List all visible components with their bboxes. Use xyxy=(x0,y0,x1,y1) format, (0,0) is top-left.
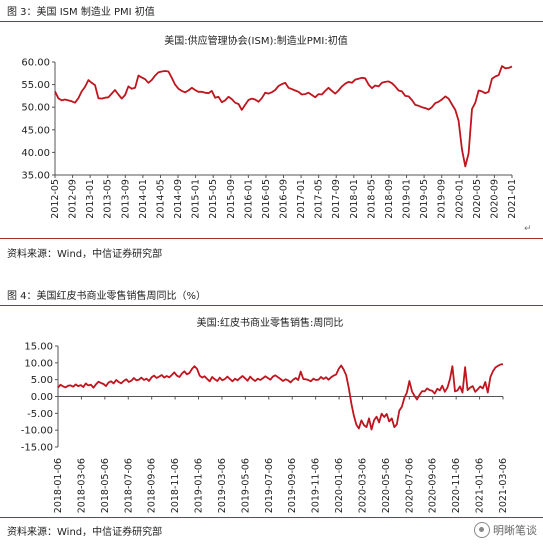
pmi-x-tick-label: 2014-01 xyxy=(138,179,149,219)
figure4-top-rule xyxy=(0,305,543,306)
pmi-x-tick-label: 2014-09 xyxy=(173,179,184,219)
pmi-x-tick-label: 2016-01 xyxy=(243,179,254,219)
pmi-y-tick-label: 45.00 xyxy=(21,125,50,136)
pmi-x-tick-label: 2017-01 xyxy=(296,179,307,219)
redbook-y-tick-label: -15.00 xyxy=(21,443,53,454)
pmi-y-tick-label: 55.00 xyxy=(21,80,50,91)
pmi-x-tick-label: 2015-05 xyxy=(208,179,219,219)
figure4-source: 资料来源：Wind，中信证券研究部 xyxy=(7,527,163,538)
pmi-x-tick-label: 2019-09 xyxy=(437,179,448,219)
pmi-x-tick-label: 2020-01 xyxy=(454,179,465,219)
pmi-y-tick-label: 40.00 xyxy=(21,148,50,159)
figure3-caption: 图 3：美国 ISM 制造业 PMI 初值 xyxy=(7,7,155,18)
redbook-x-tick-label: 2021-03-06 xyxy=(498,458,509,513)
redbook-x-tick-label: 2018-09-06 xyxy=(147,458,158,513)
redbook-x-tick-label: 2018-11-06 xyxy=(170,458,181,513)
redbook-chart-title: 美国:红皮书商业零售销售:周同比 xyxy=(197,316,344,329)
figure4-caption: 图 4：美国红皮书商业零售销售周同比（%） xyxy=(7,291,207,302)
figure3-bottom-rule xyxy=(0,238,543,239)
redbook-x-tick-label: 2019-03-06 xyxy=(217,458,228,513)
wechat-logo-icon xyxy=(474,522,490,538)
pmi-x-tick-label: 2015-09 xyxy=(226,179,237,219)
watermark-text: 明晰笔谈 xyxy=(493,524,537,537)
redbook-x-tick-label: 2018-07-06 xyxy=(123,458,134,513)
pmi-x-tick-label: 2013-05 xyxy=(103,179,114,219)
redbook-series-line xyxy=(57,363,504,431)
pmi-x-tick-label: 2018-09 xyxy=(384,179,395,219)
redbook-x-tick-label: 2018-05-06 xyxy=(100,458,111,513)
pmi-y-tick-label: 60.00 xyxy=(21,58,50,69)
redbook-x-tick-label: 2020-01-06 xyxy=(334,458,345,513)
figure3-source: 资料来源：Wind，中信证券研究部 xyxy=(7,249,163,260)
return-arrow-mark: ↵ xyxy=(524,224,532,234)
redbook-x-tick-label: 2019-07-06 xyxy=(264,458,275,513)
pmi-chart: 美国:供应管理协会(ISM):制造业PMI:初值 60.00 55.00 50.00… xyxy=(21,34,518,219)
redbook-y-tick-label: 10.00 xyxy=(24,358,53,369)
redbook-x-tick-label: 2019-09-06 xyxy=(287,458,298,513)
pmi-x-tick-label: 2020-05 xyxy=(472,179,483,219)
pmi-x-tick-label: 2016-09 xyxy=(279,179,290,219)
redbook-y-tick-label: 5.00 xyxy=(31,375,53,386)
pmi-x-tick-label: 2019-01 xyxy=(402,179,413,219)
redbook-chart: 美国:红皮书商业零售销售:周同比 15.00 10.00 5.00 0.00 -5.00… xyxy=(21,316,509,513)
figure3-top-rule xyxy=(0,21,543,22)
redbook-x-tick-label: 2021-01-06 xyxy=(475,458,486,513)
pmi-x-tick-label: 2013-09 xyxy=(120,179,131,219)
pmi-x-tick-label: 2019-05 xyxy=(419,179,430,219)
redbook-x-tick-label: 2020-11-06 xyxy=(451,458,462,513)
redbook-x-tick-label: 2019-05-06 xyxy=(240,458,251,513)
redbook-y-tick-label: -5.00 xyxy=(27,409,53,420)
watermark: 明晰笔谈 xyxy=(474,522,537,538)
pmi-x-tick-label: 2012-05 xyxy=(50,179,61,219)
pmi-y-tick-label: 35.00 xyxy=(21,171,50,182)
pmi-chart-title: 美国:供应管理协会(ISM):制造业PMI:初值 xyxy=(164,34,347,47)
redbook-x-tick-label: 2020-03-06 xyxy=(357,458,368,513)
pmi-x-tick-label: 2013-01 xyxy=(85,179,96,219)
pmi-x-tick-label: 2020-09 xyxy=(489,179,500,219)
pmi-x-tick-label: 2016-05 xyxy=(261,179,272,219)
redbook-x-tick-label: 2019-11-06 xyxy=(311,458,322,513)
redbook-x-tick-label: 2019-01-06 xyxy=(194,458,205,513)
pmi-x-tick-label: 2015-01 xyxy=(191,179,202,219)
figure4-bottom-rule xyxy=(0,517,543,518)
pmi-x-tick-label: 2018-05 xyxy=(366,179,377,219)
pmi-x-tick-label: 2012-09 xyxy=(68,179,79,219)
redbook-x-tick-label: 2018-01-06 xyxy=(53,458,64,513)
redbook-x-tick-label: 2020-09-06 xyxy=(428,458,439,513)
redbook-x-tick-label: 2020-05-06 xyxy=(381,458,392,513)
redbook-y-tick-label: 15.00 xyxy=(24,342,53,353)
redbook-y-tick-label: 0.00 xyxy=(31,392,53,403)
redbook-x-tick-label: 2020-07-06 xyxy=(404,458,415,513)
redbook-y-tick-label: -10.00 xyxy=(21,426,53,437)
pmi-x-tick-label: 2021-01 xyxy=(507,179,518,219)
pmi-x-tick-label: 2017-09 xyxy=(331,179,342,219)
pmi-x-tick-label: 2017-05 xyxy=(314,179,325,219)
pmi-x-tick-label: 2014-05 xyxy=(155,179,166,219)
pmi-series-line xyxy=(54,65,513,168)
pmi-x-tick-label: 2018-01 xyxy=(349,179,360,219)
pmi-y-tick-label: 50.00 xyxy=(21,103,50,114)
redbook-x-tick-label: 2018-03-06 xyxy=(76,458,87,513)
